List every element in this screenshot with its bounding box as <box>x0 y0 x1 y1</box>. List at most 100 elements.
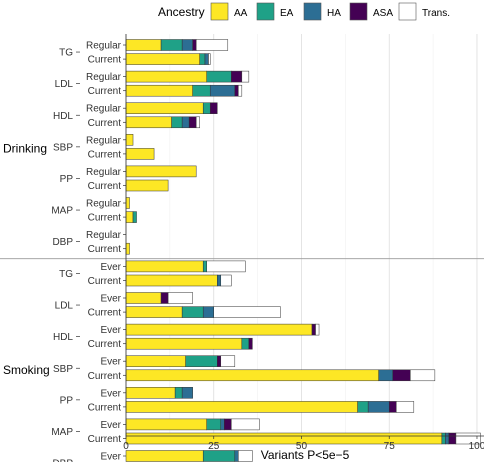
bar-segment <box>367 401 390 413</box>
bar-segment <box>125 134 134 146</box>
bar-segment <box>238 450 253 462</box>
row-label: Ever <box>100 262 121 273</box>
bar-segment <box>195 39 229 51</box>
bar-segment <box>231 418 260 431</box>
bar-segment <box>125 306 183 318</box>
legend-label: Trans. <box>422 8 450 19</box>
bar-segment <box>241 337 250 350</box>
legend: Ancestry AA EA HA ASA Trans. <box>158 2 450 21</box>
legend-swatch <box>398 2 417 21</box>
row-label: Ever <box>100 452 121 462</box>
row-label: Ever <box>100 325 121 336</box>
x-tick-label: 50 <box>296 441 308 452</box>
labels: Regular Current TG Regular Current LDL Regular… <box>3 41 122 462</box>
bar-segment <box>174 387 183 399</box>
trait-label: SBP <box>53 364 73 375</box>
x-axis-title: Variants P<5e−5 <box>261 448 350 462</box>
legend-label: ASA <box>373 8 393 19</box>
bar-segment <box>234 84 239 97</box>
legend-swatch <box>256 2 275 21</box>
row-label: Regular <box>86 167 122 178</box>
row-label: Regular <box>86 230 122 241</box>
bar-segment <box>206 260 246 273</box>
bar-segment <box>125 450 204 462</box>
x-tick-label: 0 <box>123 441 129 452</box>
bar-segment <box>125 102 204 114</box>
bar-segment <box>125 323 313 336</box>
bar-segment <box>315 323 320 336</box>
bar-segment <box>357 401 369 413</box>
row-label: Current <box>88 308 122 319</box>
row-label: Regular <box>86 199 122 210</box>
row-label: Current <box>88 181 122 192</box>
legend-label: EA <box>280 8 294 19</box>
bar-segment <box>204 53 209 65</box>
bar-segment <box>125 274 218 287</box>
bar-segment <box>199 53 206 65</box>
row-label: Current <box>88 244 122 255</box>
bar-segment <box>125 84 193 97</box>
bar-segment <box>160 292 169 304</box>
bar-segment <box>125 387 176 399</box>
grid <box>125 34 478 436</box>
row-label: Current <box>88 371 122 382</box>
bar-segment <box>241 70 250 83</box>
row-label: Ever <box>100 420 121 431</box>
bar-segment <box>125 260 204 273</box>
bar-segment <box>125 418 207 431</box>
trait-label: TG <box>59 48 73 59</box>
panel-label: Smoking <box>3 363 50 377</box>
bars <box>125 39 481 462</box>
row-label: Current <box>88 86 122 97</box>
row-label: Ever <box>100 294 121 305</box>
bar-segment <box>217 355 222 367</box>
row-label: Current <box>88 402 122 413</box>
bar-segment <box>181 387 193 399</box>
bar-segment <box>220 274 232 287</box>
bar-segment <box>132 211 137 223</box>
bar-segment <box>248 337 253 350</box>
trait-label: MAP <box>51 206 73 217</box>
trait-label: PP <box>60 174 74 185</box>
panel-label: Drinking <box>3 141 47 155</box>
trait-label: PP <box>60 395 74 406</box>
bar-segment <box>213 306 281 318</box>
bar-segment <box>171 116 183 129</box>
bar-segment <box>311 323 316 336</box>
bar-segment <box>202 102 211 114</box>
bar-segment <box>125 148 155 160</box>
row-label: Current <box>88 276 122 287</box>
bar-segment <box>125 355 186 367</box>
trait-label: LDL <box>55 79 74 90</box>
trait-label: HDL <box>53 332 73 343</box>
row-label: Regular <box>86 72 122 83</box>
bar-segment <box>224 418 232 431</box>
bar-segment <box>192 84 211 97</box>
bar-segment <box>181 306 204 318</box>
bar-segment <box>448 432 457 445</box>
bar-segment <box>125 369 379 382</box>
bar-segment <box>160 39 183 51</box>
trait-label: TG <box>59 269 73 280</box>
row-label: Regular <box>86 104 122 115</box>
bar-segment <box>125 165 197 178</box>
bar-segment <box>378 369 393 382</box>
bar-segment <box>209 102 218 114</box>
bar-segment <box>208 53 211 65</box>
bar-segment <box>238 84 243 97</box>
bar-segment <box>206 70 232 83</box>
bar-segment <box>188 116 197 129</box>
bar-segment <box>388 401 397 413</box>
bar-segment <box>231 70 243 83</box>
bar-segment <box>125 53 200 65</box>
bar-segment <box>125 401 358 413</box>
bar-segment <box>410 369 436 382</box>
bar-segment <box>125 197 130 209</box>
legend-swatch <box>349 2 368 21</box>
bar-segment <box>125 70 207 83</box>
bar-segment <box>125 211 134 223</box>
trait-label: DBP <box>52 459 73 462</box>
trait-label: DBP <box>52 237 73 248</box>
row-label: Current <box>88 149 122 160</box>
bar-segment <box>209 84 236 97</box>
